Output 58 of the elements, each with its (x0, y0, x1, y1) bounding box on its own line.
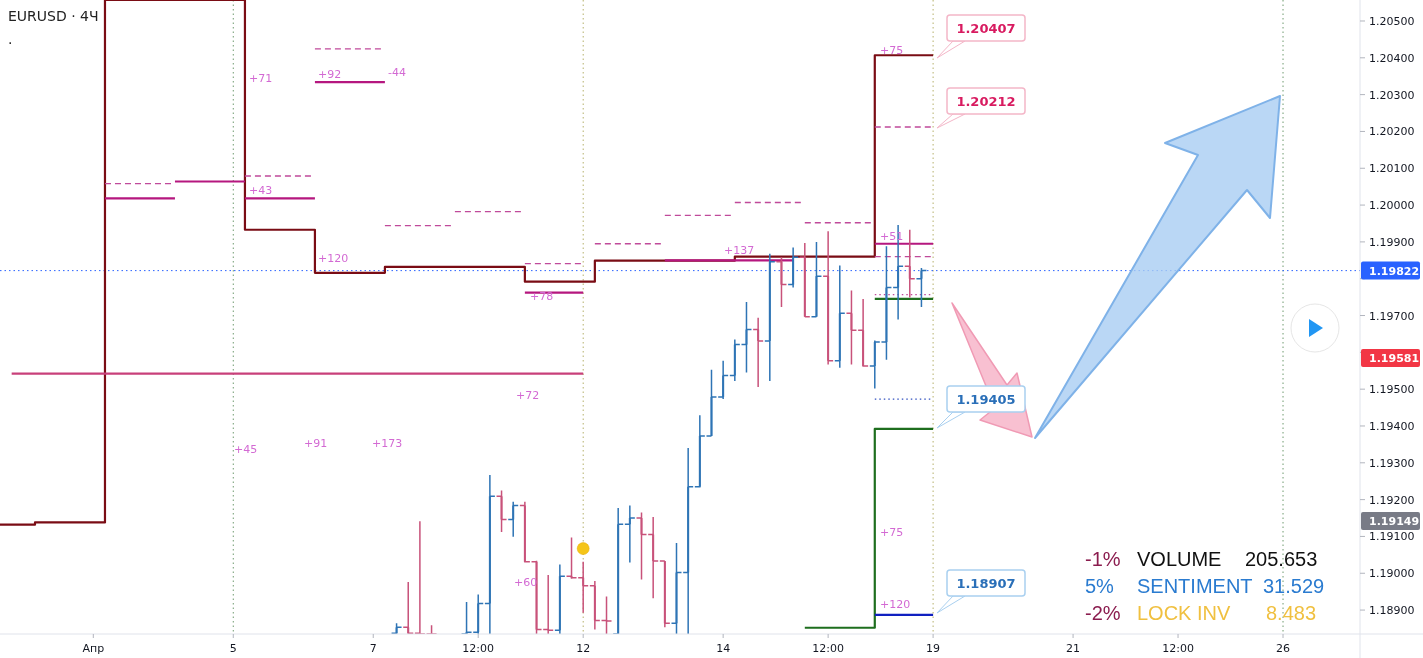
annotation: -2% (1085, 602, 1121, 624)
text: . (8, 31, 13, 47)
annotation: +78 (530, 290, 554, 303)
y-tick-label: 1.19400 (1369, 419, 1415, 433)
annotation: +120 (318, 252, 349, 265)
y-tick-label: 1.18900 (1369, 604, 1415, 618)
x-tick-label: 26 (1276, 642, 1291, 655)
y-tick-label: 1.19700 (1369, 309, 1415, 323)
y-tick-label: 1.19100 (1369, 530, 1415, 544)
annotation: +71 (249, 72, 273, 85)
annotation: +43 (249, 184, 273, 197)
x-tick-label: 5 (229, 642, 237, 655)
y-tick-label: 1.20400 (1369, 51, 1415, 65)
annotation: 1.18907 (956, 576, 1016, 591)
text: 1.19149 (1369, 515, 1420, 528)
x-tick-label: Апр (82, 642, 105, 655)
x-tick-label: 7 (369, 642, 377, 655)
annotation: +92 (318, 68, 342, 81)
annotation: 5% (1085, 575, 1115, 597)
annotation: 8.483 (1266, 602, 1317, 624)
annotation: 205.653 (1245, 548, 1318, 570)
y-tick-label: 1.20200 (1369, 125, 1415, 139)
annotation: +137 (724, 244, 755, 257)
y-tick-label: 1.19300 (1369, 456, 1415, 470)
y-tick-label: 1.19900 (1369, 235, 1415, 249)
annotation: +91 (304, 437, 328, 450)
text: 1.19581 (1369, 352, 1420, 365)
y-tick-label: 1.19000 (1369, 567, 1415, 581)
annotation: +173 (372, 437, 403, 450)
annotation: 31.529 (1263, 575, 1325, 597)
annotation: +120 (880, 598, 911, 611)
annotation: 1.20212 (956, 94, 1016, 109)
y-tick-label: 1.19200 (1369, 493, 1415, 507)
y-tick-label: 1.19500 (1369, 383, 1415, 397)
x-tick-label: 12:00 (1162, 642, 1194, 655)
x-tick-label: 21 (1066, 642, 1081, 655)
y-tick-label: 1.20100 (1369, 162, 1415, 176)
y-tick-label: 1.20000 (1369, 199, 1415, 213)
annotation: 1.19405 (956, 392, 1016, 407)
annotation: LOCK INV (1137, 602, 1232, 624)
x-tick-label: 19 (926, 642, 941, 655)
annotation: +75 (880, 526, 904, 539)
x-tick-label: 14 (716, 642, 731, 655)
y-tick-label: 1.20300 (1369, 88, 1415, 102)
text: EURUSD · 4Ч (8, 8, 99, 24)
annotation: 1.20407 (956, 21, 1016, 36)
annotation: SENTIMENT (1137, 575, 1253, 597)
x-tick-label: 12:00 (462, 642, 495, 655)
annotation: +75 (880, 44, 904, 57)
annotation: -44 (388, 66, 406, 79)
y-tick-label: 1.20500 (1369, 14, 1415, 28)
annotation: VOLUME (1137, 548, 1222, 570)
x-tick-label: 12 (576, 642, 591, 655)
ref-line-label: 1.19822 (1369, 264, 1420, 278)
annotation: +72 (516, 389, 540, 402)
annotation: +45 (234, 443, 258, 456)
annotation: -1% (1085, 548, 1121, 570)
x-tick-label: 12:00 (812, 642, 844, 655)
